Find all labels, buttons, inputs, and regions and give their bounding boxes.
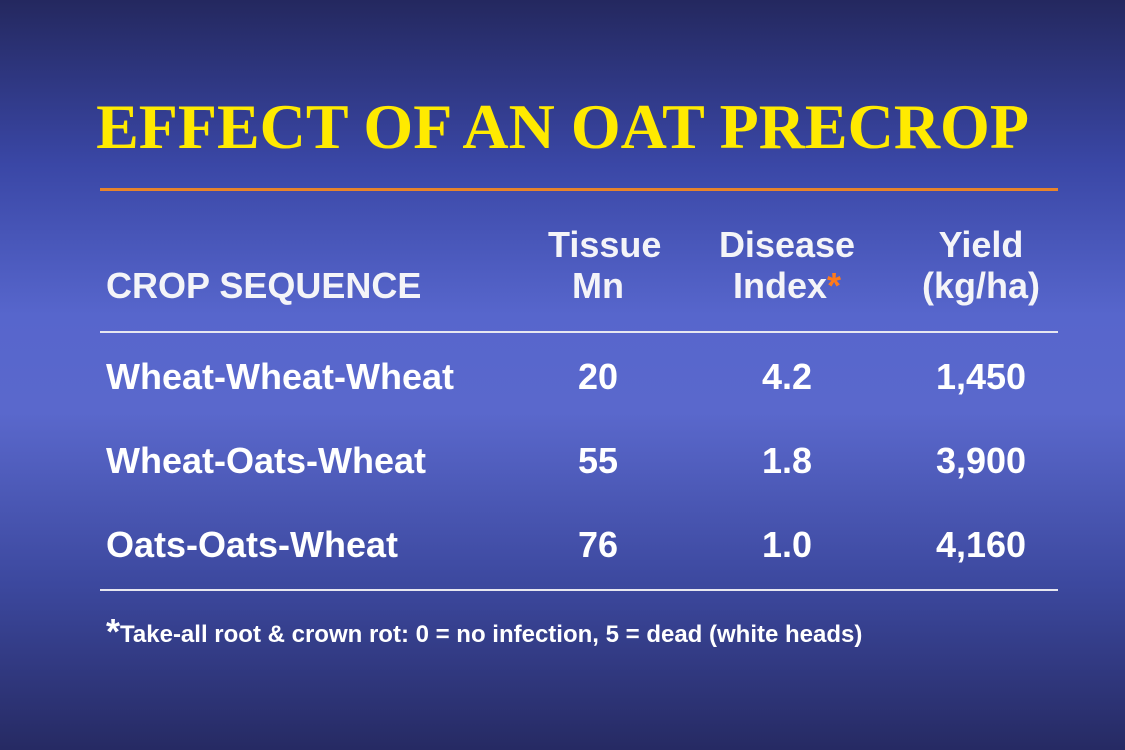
header-disease-index-label: Index bbox=[732, 265, 827, 306]
row-1-tissue-mn: 20 bbox=[577, 356, 619, 397]
row-2-yield: 3,900 bbox=[935, 440, 1027, 481]
header-crop-sequence: CROP SEQUENCE bbox=[106, 265, 422, 306]
header-divider bbox=[100, 331, 1058, 333]
header-disease-index-line2: Index* bbox=[692, 265, 882, 307]
footnote: *Take-all root & crown rot: 0 = no infec… bbox=[106, 612, 862, 655]
row-3-crop-sequence: Oats-Oats-Wheat bbox=[106, 524, 399, 565]
slide-title: EFFECT OF AN OAT PRECROP bbox=[96, 91, 1029, 162]
row-2-tissue-mn: 55 bbox=[577, 440, 619, 481]
row-3-yield: 4,160 bbox=[935, 524, 1027, 565]
footnote-text: Take-all root & crown rot: 0 = no infect… bbox=[120, 621, 863, 648]
row-3-tissue-mn: 76 bbox=[577, 524, 619, 565]
header-tissue-mn-line1: Tissue bbox=[548, 224, 662, 265]
header-yield-line2: (kg/ha) bbox=[921, 265, 1040, 306]
row-2-disease-index: 1.8 bbox=[761, 440, 813, 481]
row-1-disease-index: 4.2 bbox=[761, 356, 813, 397]
table-bottom-divider bbox=[100, 589, 1058, 591]
row-3-disease-index: 1.0 bbox=[761, 524, 813, 565]
footnote-asterisk: * bbox=[106, 611, 121, 652]
header-disease-index-line1: Disease bbox=[718, 224, 856, 265]
asterisk-marker: * bbox=[827, 265, 842, 306]
header-yield-line1: Yield bbox=[938, 224, 1024, 265]
row-1-crop-sequence: Wheat-Wheat-Wheat bbox=[106, 356, 454, 397]
row-1-yield: 1,450 bbox=[935, 356, 1027, 397]
row-2-crop-sequence: Wheat-Oats-Wheat bbox=[106, 440, 427, 481]
title-divider bbox=[100, 188, 1058, 191]
header-tissue-mn-line2: Mn bbox=[572, 265, 624, 306]
